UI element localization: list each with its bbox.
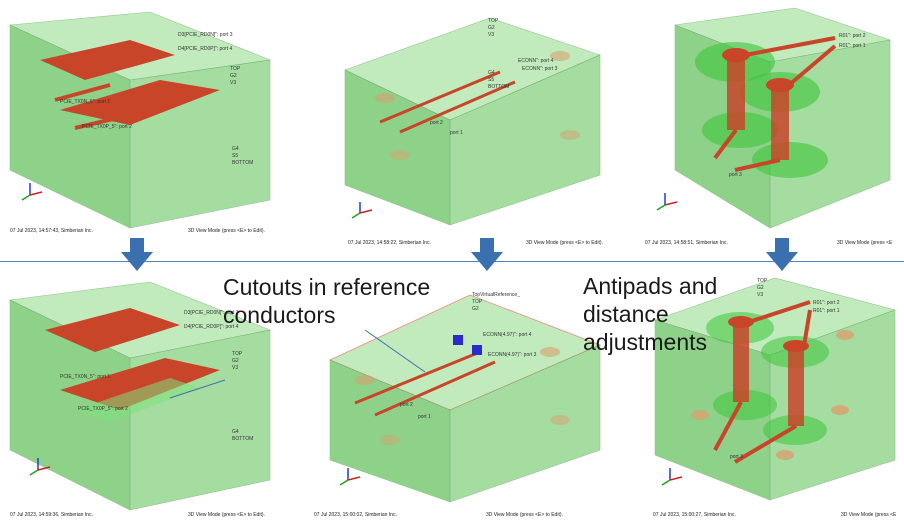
view-mode-text: 3D View Mode (press <E bbox=[837, 240, 893, 246]
axis-triad-icon bbox=[656, 193, 678, 211]
timestamp-text: 07 Jul 2023, 14:58:22, Simberian Inc. bbox=[348, 240, 431, 246]
callout-line: distance bbox=[583, 301, 669, 327]
port-label: V3 bbox=[232, 365, 238, 371]
callout-line: adjustments bbox=[583, 329, 708, 355]
view-panel-6: R01": port 2 R01": port 1 port 3 TOP G2 … bbox=[645, 270, 904, 521]
port-label: R01": port 2 bbox=[813, 300, 840, 306]
port-label: D3[PCIE_RD0N]": port 3 bbox=[184, 310, 239, 316]
port-label: S5 bbox=[232, 153, 238, 159]
timestamp-text: 07 Jul 2023, 15:00:27, Simberian Inc. bbox=[653, 512, 736, 518]
board-3d-render-6: R01": port 2 R01": port 1 port 3 TOP G2 … bbox=[654, 277, 897, 501]
board-3d-render-4: D3[PCIE_RD0N]": port 3 D4[PCIE_RD0P]": p… bbox=[8, 281, 272, 511]
view-panel-5: ECONN(4.97)": port 4 ECONN(4.97)": port … bbox=[300, 270, 610, 521]
view-mode-text: 3D View Mode (press <E> to Edit). bbox=[188, 228, 265, 234]
view-mode-text: 3D View Mode (press <E> to Edit). bbox=[188, 512, 265, 518]
port-label: TOP bbox=[472, 299, 483, 305]
down-arrow-icon bbox=[766, 238, 798, 271]
port-label: PCIE_TX0P_5": port 2 bbox=[78, 406, 128, 412]
pointer-line bbox=[364, 329, 426, 373]
view-panel-2: ECONN": port 4 ECONN": port 3 port 2 por… bbox=[300, 0, 610, 250]
port-label: R01": port 2 bbox=[839, 33, 866, 39]
port-label: PCIE_TX0P_5": port 2 bbox=[82, 124, 132, 130]
port-label: port 2 bbox=[430, 120, 443, 126]
board-3d-render-1: D3[PCIE_RD0N]": port 3 D4[PCIE_RD0P]": p… bbox=[8, 11, 272, 229]
port-label: G2 bbox=[757, 285, 764, 291]
port-label: port 3 bbox=[729, 172, 742, 178]
port-label: G4 bbox=[232, 146, 239, 152]
port-label: G2 bbox=[488, 25, 495, 31]
port-label: BOTTOM bbox=[488, 84, 509, 90]
cutouts-callout: Cutouts in reference conductors bbox=[223, 273, 430, 329]
axis-triad-icon bbox=[21, 183, 43, 201]
port-label: V3 bbox=[757, 292, 763, 298]
port-label: port 2 bbox=[400, 402, 413, 408]
port-label: TOP bbox=[488, 18, 499, 24]
port-label: R01": port 1 bbox=[813, 308, 840, 314]
view-panel-4: D3[PCIE_RD0N]": port 3 D4[PCIE_RD0P]": p… bbox=[0, 270, 300, 521]
port-label: PCIE_TX0N_5": port 1 bbox=[60, 374, 110, 380]
axis-triad-icon bbox=[351, 202, 373, 219]
port-label: port 3 bbox=[730, 454, 743, 460]
port-label: V3 bbox=[488, 32, 494, 38]
port-label: V3 bbox=[230, 80, 236, 86]
view-panel-1: D3[PCIE_RD0N]": port 3 D4[PCIE_RD0P]": p… bbox=[0, 0, 300, 245]
port-label: G2 bbox=[230, 73, 237, 79]
timestamp-text: 07 Jul 2023, 14:59:36, Simberian Inc. bbox=[10, 512, 93, 518]
port-label: ECONN(4.97)": port 4 bbox=[483, 332, 532, 338]
view-mode-text: 3D View Mode (press <E> to Edit). bbox=[486, 512, 563, 518]
port-label: G4 bbox=[488, 70, 495, 76]
board-3d-render-3: R01": port 2 R01": port 1 port 3 bbox=[656, 7, 892, 229]
timestamp-text: 07 Jul 2023, 15:00:02, Simberian Inc. bbox=[314, 512, 397, 518]
port-label: ECONN": port 4 bbox=[518, 58, 554, 64]
antipads-callout: Antipads and distance adjustments bbox=[583, 272, 717, 356]
axis-triad-icon bbox=[339, 468, 361, 486]
port-label: G4 bbox=[232, 429, 239, 435]
port-label: D4[PCIE_RD0P]": port 4 bbox=[184, 324, 239, 330]
port-label: D3[PCIE_RD0N]": port 3 bbox=[178, 32, 233, 38]
port-label: S5 bbox=[488, 77, 494, 83]
view-mode-text: 3D View Mode (press <E> to Edit). bbox=[526, 240, 603, 246]
port-label: TOP bbox=[232, 351, 243, 357]
port-label: TOP bbox=[230, 66, 241, 72]
axis-triad-icon bbox=[661, 468, 683, 486]
timestamp-text: 07 Jul 2023, 14:57:43, Simberian Inc. bbox=[10, 228, 93, 234]
timestamp-text: 07 Jul 2023, 14:58:51, Simberian Inc. bbox=[645, 240, 728, 246]
view-mode-text: 3D View Mode (press <E bbox=[841, 512, 897, 518]
port-label: BOTTOM bbox=[232, 160, 253, 166]
port-label: TopVirtualReference_ bbox=[472, 292, 520, 298]
callout-line: Cutouts in reference bbox=[223, 274, 431, 300]
pointer-line bbox=[169, 379, 226, 399]
axis-triad-icon bbox=[29, 458, 51, 476]
board-3d-render-2: ECONN": port 4 ECONN": port 3 port 2 por… bbox=[344, 17, 601, 226]
board-3d-render-5: ECONN(4.97)": port 4 ECONN(4.97)": port … bbox=[329, 292, 602, 503]
port-label: PCIE_TX0N_5": port 1 bbox=[60, 99, 110, 105]
port-label: ECONN": port 3 bbox=[522, 66, 558, 72]
port-label: ECONN(4.97)": port 3 bbox=[488, 352, 537, 358]
down-arrow-icon bbox=[121, 238, 153, 271]
view-panel-3: R01": port 2 R01": port 1 port 3 07 Jul … bbox=[645, 0, 904, 250]
port-label: port 1 bbox=[450, 130, 463, 136]
section-divider bbox=[0, 261, 904, 262]
port-label: G2 bbox=[472, 306, 479, 312]
port-label: TOP bbox=[757, 278, 768, 284]
port-label: D4[PCIE_RD0P]": port 4 bbox=[178, 46, 233, 52]
port-label: R01": port 1 bbox=[839, 43, 866, 49]
port-label: G2 bbox=[232, 358, 239, 364]
port-label: port 1 bbox=[418, 414, 431, 420]
port-label: BOTTOM bbox=[232, 436, 253, 442]
callout-line: conductors bbox=[223, 302, 336, 328]
callout-line: Antipads and bbox=[583, 273, 718, 299]
down-arrow-icon bbox=[471, 238, 503, 271]
